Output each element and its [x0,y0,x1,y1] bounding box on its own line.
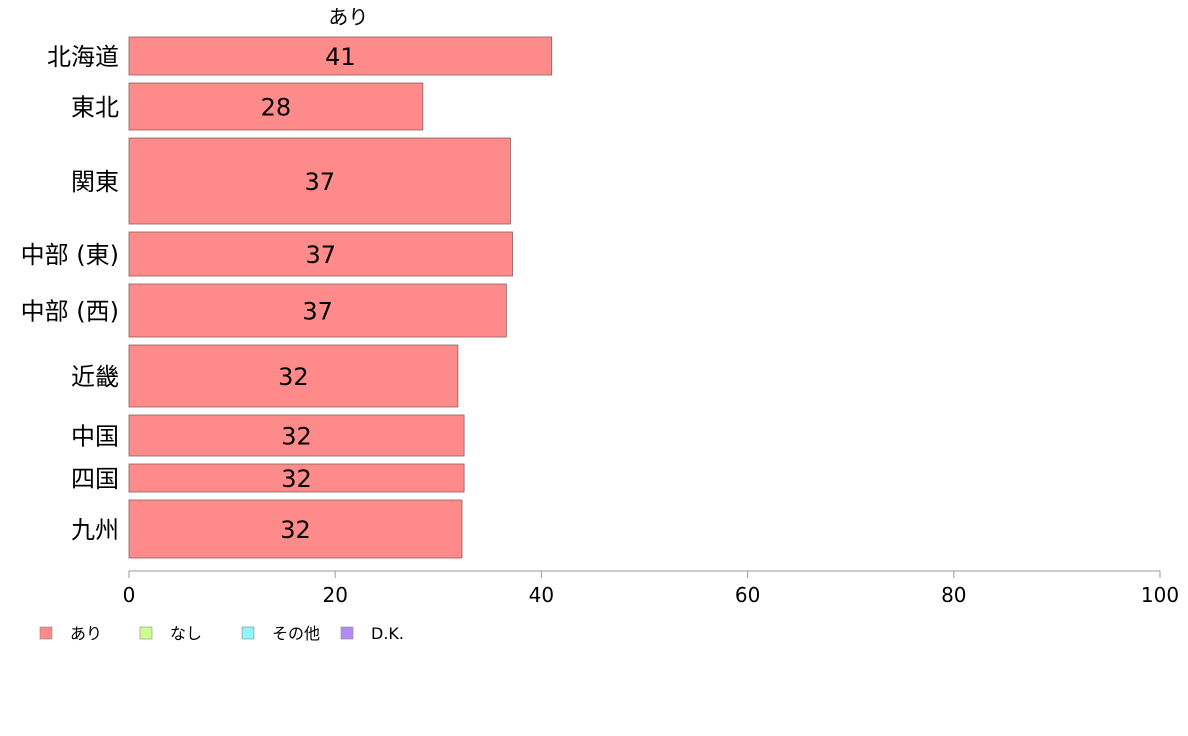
x-tick-label: 100 [1141,583,1179,607]
bar-segment [128,283,507,338]
x-tick-label: 60 [735,583,760,607]
category-label: 近畿 [71,363,119,391]
bar-segment [128,137,511,225]
x-tick-label: 20 [322,583,347,607]
top-series-label: あり [328,5,368,29]
legend-label: なし [170,624,202,643]
x-tick-label: 0 [123,583,136,607]
legend-label: その他 [272,624,320,643]
bar-value-label: 37 [305,241,336,269]
bar-segment [128,463,465,493]
bar-value-label: 41 [325,43,356,71]
category-label: 九州 [71,516,119,544]
category-label: 中部 (西) [21,298,119,326]
bar-segment [128,82,424,131]
bar-segment [128,231,513,277]
category-label: 関東 [71,168,119,196]
x-tick-label: 40 [529,583,554,607]
bar-value-label: 37 [304,168,335,196]
legend-swatch [39,626,53,640]
legend-swatch [139,626,153,640]
bar-value-label: 32 [281,423,312,451]
category-label: 中国 [71,423,119,451]
bar-value-label: 32 [281,465,312,493]
category-label: 東北 [71,94,119,122]
bar-value-label: 37 [302,298,333,326]
bars-group: 北海道 41 東北 28 関東 37 中部 (東) 37 中部 (西) 37 近畿 32 中国 32 四国 3… [21,36,553,559]
category-label: 北海道 [47,43,119,71]
bar-value-label: 28 [261,94,292,122]
x-axis: 0 20 40 60 80 100 [123,570,1179,607]
bar-value-label: 32 [280,516,311,544]
legend: あり なし その他 D.K. [39,624,404,643]
legend-label: あり [70,624,102,643]
legend-swatch [340,626,354,640]
bar-segment [128,414,465,457]
bar-segment [128,36,553,76]
bar-segment [128,344,459,408]
bar-segment [128,499,463,559]
x-tick-label: 80 [941,583,966,607]
legend-label: D.K. [371,624,404,643]
legend-swatch [241,626,255,640]
category-label: 中部 (東) [21,241,119,269]
bar-value-label: 32 [278,363,309,391]
category-label: 四国 [71,465,119,493]
